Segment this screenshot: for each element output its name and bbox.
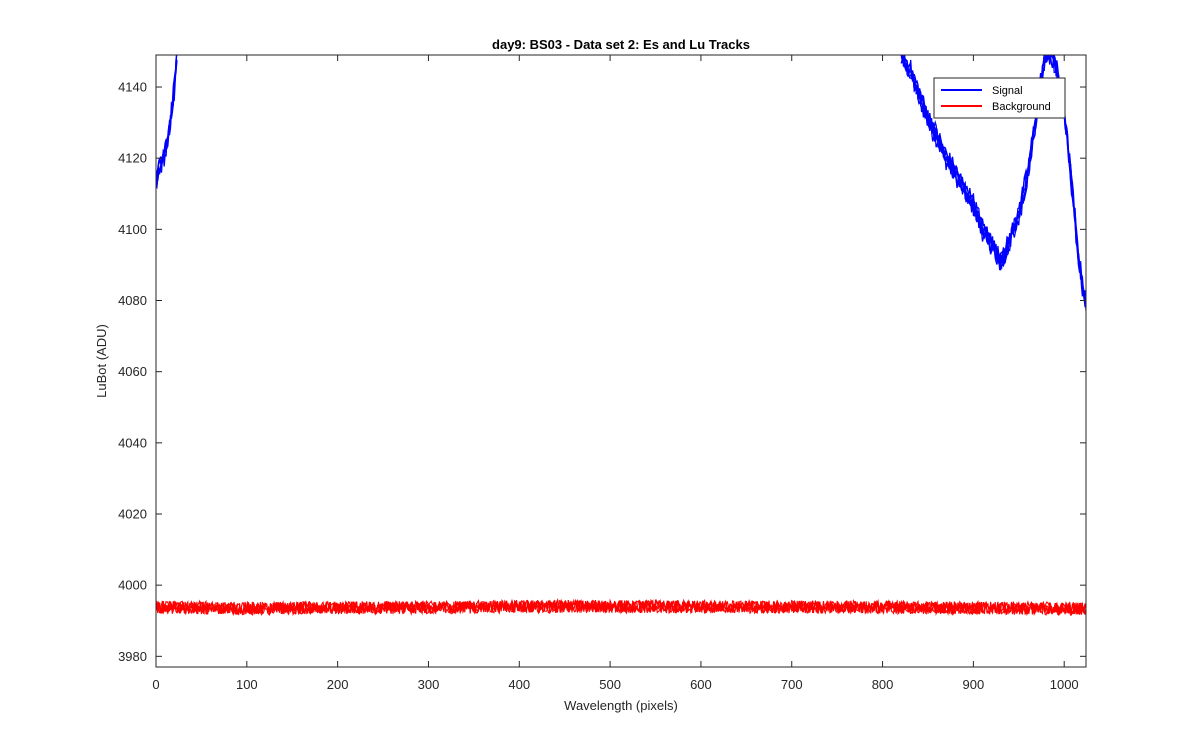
plot-area (155, 54, 1087, 668)
legend-label-signal: Signal (992, 85, 1023, 97)
signal-line (156, 58, 177, 178)
x-tick-label: 500 (599, 677, 621, 692)
y-tick-label: 4100 (118, 222, 147, 237)
y-axis: 3980 4000 4020 4040 4060 4080 4100 4120 4140 (118, 80, 1086, 664)
plot-background (156, 55, 1086, 667)
signal-line (156, 55, 178, 178)
series-layer (156, 55, 1086, 617)
x-tick-label: 1000 (1050, 677, 1079, 692)
x-tick-label: 700 (781, 677, 803, 692)
y-axis-label: LuBot (ADU) (94, 324, 109, 398)
y-tick-label: 4080 (118, 293, 147, 308)
y-tick-label: 3980 (118, 649, 147, 664)
legend-box (933, 77, 1066, 119)
x-tick-label: 0 (152, 677, 159, 692)
plot-frame (155, 54, 1087, 668)
y-tick-label: 4060 (118, 364, 147, 379)
y-tick-label: 4140 (118, 80, 147, 95)
legend: Signal Background (933, 77, 1066, 119)
x-tick-label: 600 (690, 677, 712, 692)
x-axis-label: Wavelength (pixels) (564, 698, 678, 713)
x-tick-label: 100 (236, 677, 258, 692)
x-tick-label: 300 (418, 677, 440, 692)
x-axis: 0 100 200 300 400 500 600 700 800 900 1000 (152, 55, 1079, 692)
x-tick-label: 400 (508, 677, 530, 692)
y-tick-label: 4000 (118, 578, 147, 593)
chart-title: day9: BS03 - Data set 2: Es and Lu Track… (492, 37, 750, 52)
signal-line (900, 55, 1086, 306)
background-line (156, 598, 1086, 617)
y-tick-label: 4020 (118, 507, 147, 522)
x-tick-label: 800 (872, 677, 894, 692)
x-tick-label: 900 (963, 677, 985, 692)
y-tick-label: 4040 (118, 435, 147, 450)
x-tick-label: 200 (327, 677, 349, 692)
signal-line (900, 55, 1086, 304)
legend-label-background: Background (992, 101, 1051, 113)
y-tick-label: 4120 (118, 151, 147, 166)
